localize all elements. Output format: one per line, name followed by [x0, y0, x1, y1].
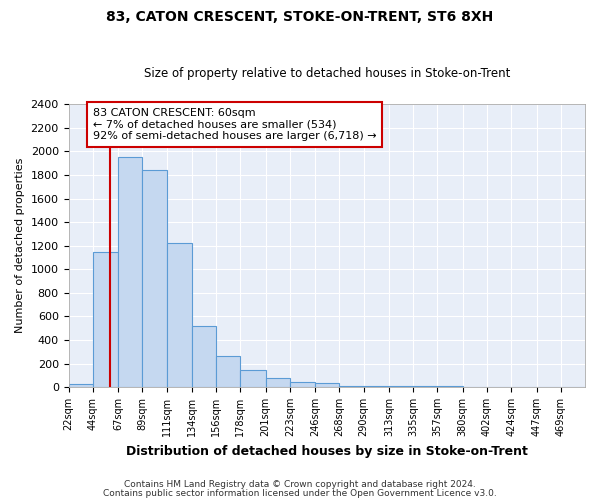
- Bar: [216, 356, 241, 387]
- Bar: [167, 244, 192, 387]
- Text: 83, CATON CRESCENT, STOKE-ON-TRENT, ST6 8XH: 83, CATON CRESCENT, STOKE-ON-TRENT, ST6 …: [106, 10, 494, 24]
- Bar: [192, 326, 216, 387]
- X-axis label: Distribution of detached houses by size in Stoke-on-Trent: Distribution of detached houses by size …: [126, 444, 528, 458]
- Title: Size of property relative to detached houses in Stoke-on-Trent: Size of property relative to detached ho…: [143, 66, 510, 80]
- Bar: [437, 386, 463, 387]
- Text: Contains public sector information licensed under the Open Government Licence v3: Contains public sector information licen…: [103, 488, 497, 498]
- Bar: [118, 158, 142, 387]
- Bar: [266, 378, 290, 387]
- Bar: [413, 386, 437, 387]
- Text: 83 CATON CRESCENT: 60sqm
← 7% of detached houses are smaller (534)
92% of semi-d: 83 CATON CRESCENT: 60sqm ← 7% of detache…: [93, 108, 376, 141]
- Bar: [315, 383, 340, 387]
- Text: Contains HM Land Registry data © Crown copyright and database right 2024.: Contains HM Land Registry data © Crown c…: [124, 480, 476, 489]
- Y-axis label: Number of detached properties: Number of detached properties: [15, 158, 25, 334]
- Bar: [340, 386, 364, 387]
- Bar: [389, 386, 413, 387]
- Bar: [364, 386, 389, 387]
- Bar: [68, 384, 93, 387]
- Bar: [290, 382, 315, 387]
- Bar: [93, 252, 118, 387]
- Bar: [142, 170, 167, 387]
- Bar: [241, 370, 266, 387]
